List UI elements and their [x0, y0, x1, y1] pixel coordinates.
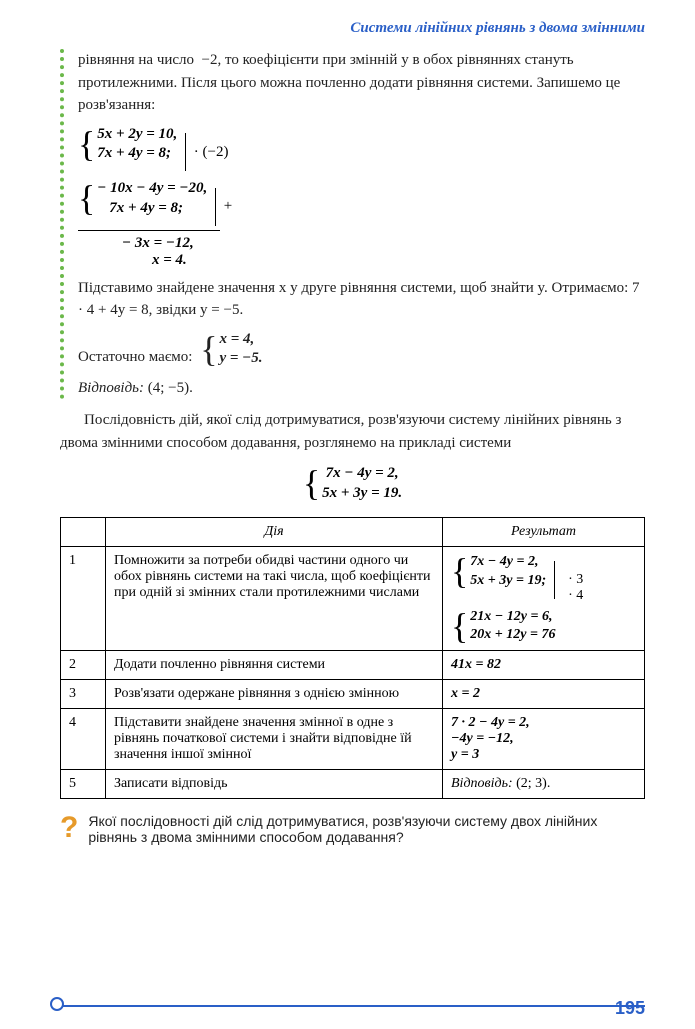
page-number: 195 [615, 998, 645, 1019]
final-label: Остаточно маємо: [78, 349, 192, 365]
system-2: { − 10x − 4y = −20, 7x + 4y = 8; + − 3x … [78, 179, 645, 269]
sys2-line1: − 10x − 4y = −20, [97, 179, 207, 199]
final-line: Остаточно маємо: { x = 4, y = −5. [78, 330, 645, 369]
r1-s1-l2: 5x + 3y = 19; [470, 572, 546, 590]
worked-example: рівняння на число −2, то коефіцієнти при… [60, 49, 645, 399]
th-empty [61, 518, 106, 547]
row-num: 1 [61, 547, 106, 651]
r1-s2-l2: 20x + 12y = 76 [470, 626, 555, 644]
row-action: Розв'язати одержане рівняння з однією зм… [106, 680, 443, 709]
r1-m1: · 3 [568, 572, 583, 588]
table-row: 2 Додати почленно рівняння системи 41x =… [61, 651, 645, 680]
question-box: ? Якої послідовності дій слід дотримуват… [60, 813, 645, 845]
sys1-op: · (−2) [194, 144, 229, 160]
footer-dot [50, 997, 64, 1011]
answer-value: (4; −5). [148, 380, 193, 396]
row-num: 5 [61, 770, 106, 799]
answer-label: Відповідь: [78, 380, 144, 396]
row-action: Додати почленно рівняння системи [106, 651, 443, 680]
sys2-res1: − 3x = −12, [122, 235, 645, 252]
r4-l3: y = 3 [451, 747, 636, 763]
question-icon: ? [60, 813, 78, 843]
answer-line: Відповідь: (4; −5). [78, 377, 645, 400]
r1-m2: · 4 [568, 588, 583, 604]
row-action: Помножити за потреби обидві частини одно… [106, 547, 443, 651]
row-result: Відповідь: (2; 3). [443, 770, 645, 799]
sys2-line2: 7x + 4y = 8; [97, 199, 207, 219]
solution-table: Дія Результат 1 Помножити за потреби оби… [60, 517, 645, 799]
r1-s1-l1: 7x − 4y = 2, [470, 553, 546, 571]
final-l2: y = −5. [219, 349, 262, 369]
r5-val: (2; 3). [516, 776, 550, 791]
sys2-res2: x = 4. [122, 252, 645, 269]
row-action: Підставити знайдене значення змінної в о… [106, 709, 443, 770]
system-1: { 5x + 2y = 10, 7x + 4y = 8; · (−2) [78, 125, 645, 172]
r4-l1: 7 · 2 − 4y = 2, [451, 715, 636, 731]
row-action: Записати відповідь [106, 770, 443, 799]
ex-l1: 7x − 4y = 2, [322, 464, 402, 484]
row-result: { 7x − 4y = 2, 5x + 3y = 19; · 3 · 4 [443, 547, 645, 651]
r4-l2: −4y = −12, [451, 731, 636, 747]
row-num: 4 [61, 709, 106, 770]
th-action: Дія [106, 518, 443, 547]
row-num: 3 [61, 680, 106, 709]
final-l1: x = 4, [219, 330, 262, 350]
chapter-header: Системи лінійних рівнянь з двома змінним… [60, 20, 645, 37]
table-row: 4 Підставити знайдене значення змінної в… [61, 709, 645, 770]
ex-l2: 5x + 3y = 19. [322, 484, 402, 504]
question-text: Якої послідовності дій слід дотримуватис… [88, 813, 645, 845]
table-row: 1 Помножити за потреби обидві частини од… [61, 547, 645, 651]
table-row: 3 Розв'язати одержане рівняння з однією … [61, 680, 645, 709]
th-result: Результат [443, 518, 645, 547]
row-num: 2 [61, 651, 106, 680]
table-row: 5 Записати відповідь Відповідь: (2; 3). [61, 770, 645, 799]
footer-line [55, 1005, 645, 1007]
sys1-line2: 7x + 4y = 8; [97, 144, 177, 164]
row-result: x = 2 [443, 680, 645, 709]
row-result: 7 · 2 − 4y = 2, −4y = −12, y = 3 [443, 709, 645, 770]
sequence-intro: Послідовність дій, якої слід дотримувати… [60, 409, 645, 454]
sys2-plus: + [224, 198, 232, 214]
sys1-line1: 5x + 2y = 10, [97, 125, 177, 145]
row-result: 41x = 82 [443, 651, 645, 680]
r5-label: Відповідь: [451, 776, 513, 791]
substitution-text: Підставимо знайдене значення x у друге р… [78, 277, 645, 322]
example-system: { 7x − 4y = 2, 5x + 3y = 19. [60, 464, 645, 503]
r1-s2-l1: 21x − 12y = 6, [470, 608, 555, 626]
intro-text: рівняння на число −2, то коефіцієнти при… [78, 49, 645, 117]
